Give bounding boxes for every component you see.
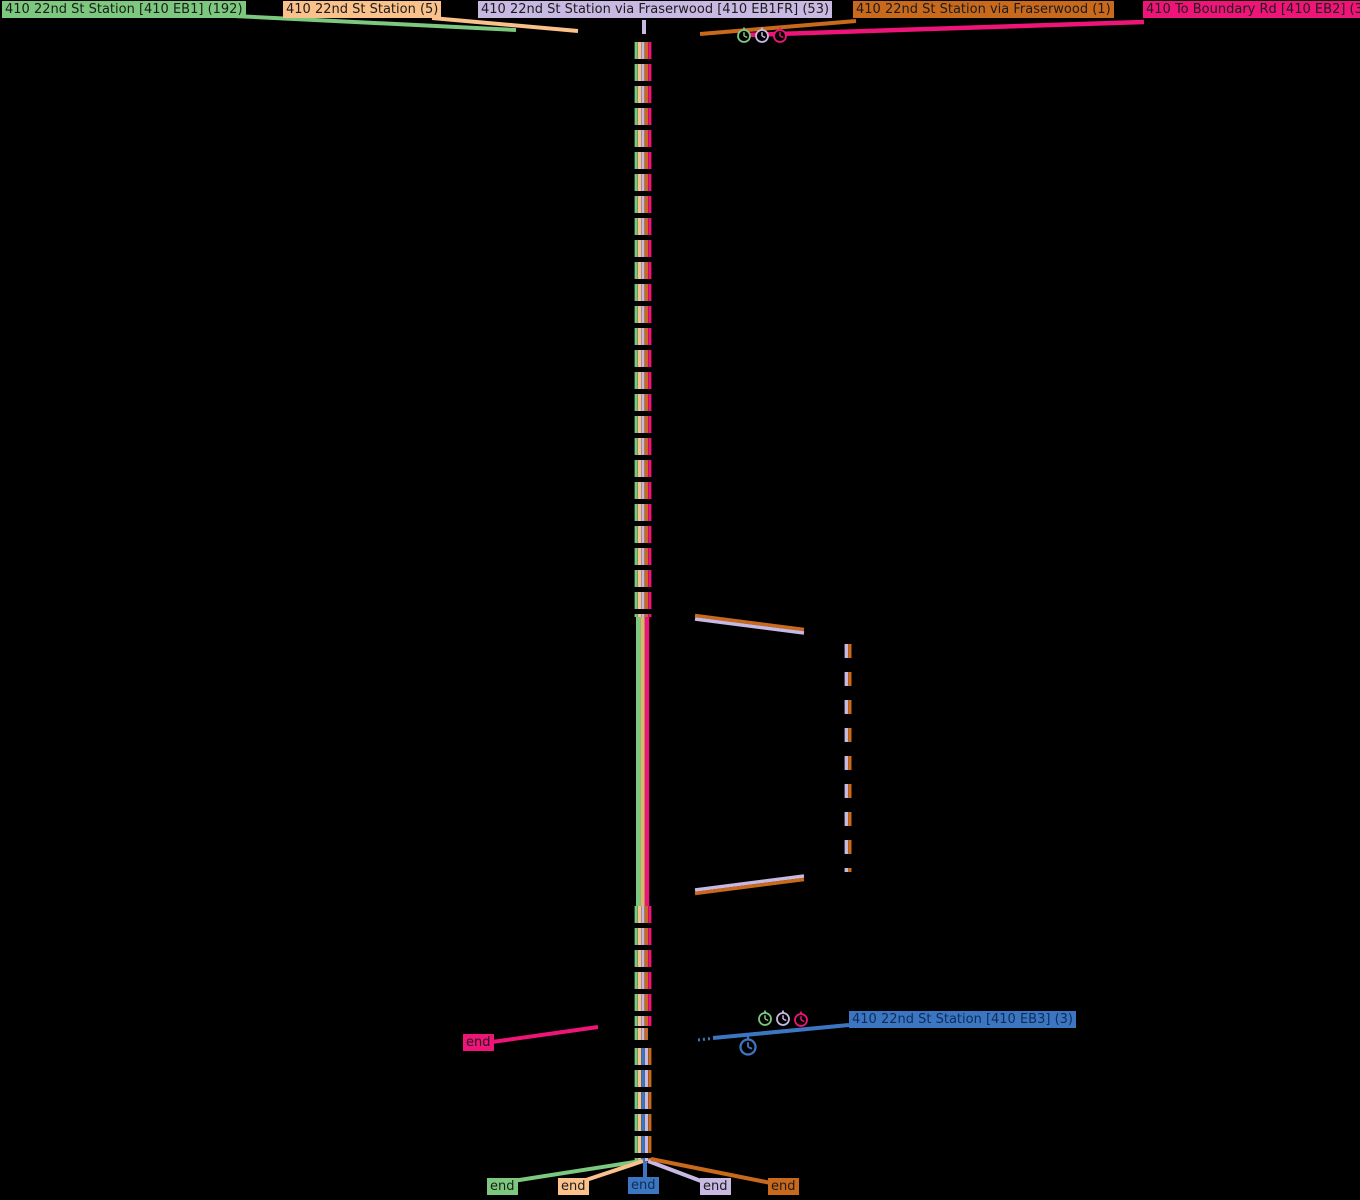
route-label-eb3: 410 22nd St Station [410 EB3] (3) xyxy=(849,1011,1076,1028)
connector-eb2-magenta xyxy=(744,19,1145,38)
eb3-join-line xyxy=(712,1023,850,1040)
magenta-exit-line xyxy=(491,1025,599,1044)
end-label-peach: end xyxy=(558,1178,589,1195)
fan-peach xyxy=(582,1159,644,1183)
branch-return-lavender xyxy=(694,874,805,892)
end-label-lavender: end xyxy=(700,1178,731,1195)
route-label-fraserwood1: 410 22nd St Station via Fraserwood (1) xyxy=(853,1,1114,18)
end-label-orange: end xyxy=(768,1178,799,1195)
eb3-join-line-dotted-tail xyxy=(697,1037,712,1042)
clock-icon-blue xyxy=(739,1035,757,1056)
fan-green xyxy=(512,1159,642,1183)
clock-icon-lavender xyxy=(776,1009,790,1026)
clock-icon-magenta xyxy=(794,1010,808,1027)
connector-fraserwood1-orange xyxy=(699,19,857,36)
end-label-magenta: end xyxy=(463,1034,494,1051)
connector-eb1-green xyxy=(233,14,517,32)
route-label-eb1fr: 410 22nd St Station via Fraserwood [410 … xyxy=(478,1,833,18)
end-label-blue: end xyxy=(628,1177,659,1194)
fan-lavender xyxy=(647,1159,702,1183)
fan-orange xyxy=(650,1157,772,1185)
branch-return-orange xyxy=(694,877,805,896)
branch-out-orange xyxy=(694,613,805,632)
end-label-green: end xyxy=(487,1178,518,1195)
route-label-plain5: 410 22nd St Station (5) xyxy=(283,1,442,18)
route-label-eb1: 410 22nd St Station [410 EB1] (192) xyxy=(2,1,246,18)
clock-icon-green xyxy=(758,1009,772,1026)
route-label-eb2: 410 To Boundary Rd [410 EB2] (3) xyxy=(1143,1,1360,18)
branch-out-lavender xyxy=(694,617,805,635)
connector-plain5-peach xyxy=(431,16,579,33)
